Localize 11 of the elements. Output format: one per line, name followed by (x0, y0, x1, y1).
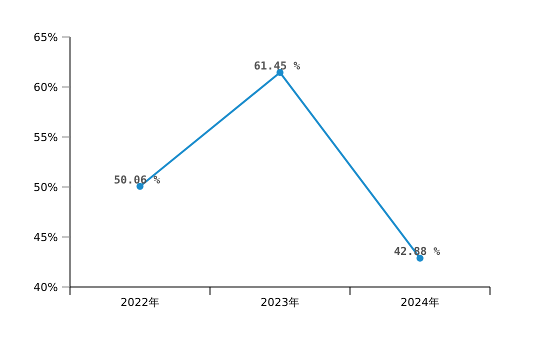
x-tick-label: 2024年 (400, 296, 440, 309)
data-label: 50.06 % (114, 173, 161, 186)
y-tick-label: 50% (34, 181, 58, 194)
y-tick-label: 40% (34, 281, 58, 294)
y-tick-label: 60% (34, 81, 58, 94)
y-tick-label: 45% (34, 231, 58, 244)
x-tick-label: 2023年 (260, 296, 300, 309)
y-tick-label: 65% (34, 31, 58, 44)
y-tick-label: 55% (34, 131, 58, 144)
data-label: 61.45 % (254, 60, 301, 72)
x-tick-label: 2022年 (120, 296, 160, 309)
